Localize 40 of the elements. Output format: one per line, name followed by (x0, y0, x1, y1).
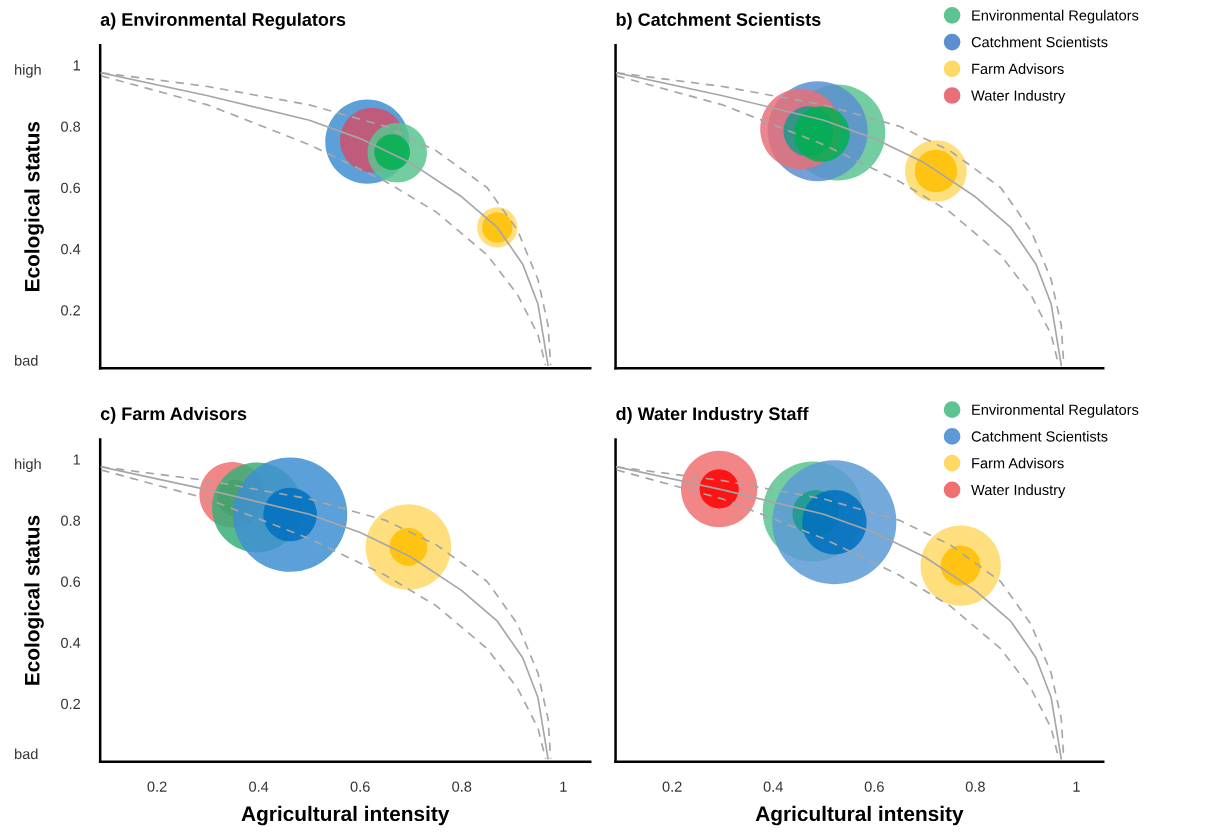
x-tick-label: 0.6 (864, 781, 884, 792)
x-tick-label: 1 (560, 781, 567, 792)
x-tick-label: 0.8 (965, 781, 985, 792)
y-tick-label: 0.4 (61, 243, 81, 255)
y-axis-title: Ecological status (24, 515, 44, 685)
x-tick-label: 0.2 (662, 781, 682, 792)
y-tick-label: 0.6 (61, 576, 81, 587)
legend-label: Farm Advisors (972, 457, 1064, 469)
x-tick-label: 0.6 (350, 781, 370, 792)
x-axis-title: Agricultural intensity (755, 805, 964, 826)
y-tick-label: 0.8 (61, 121, 81, 132)
y-tick-label: 1 (73, 454, 81, 465)
y-tick-label: 0.4 (61, 637, 81, 648)
x-tick-label: 0.2 (147, 781, 167, 792)
legend-label: Catchment Scientists (971, 430, 1108, 442)
text: high (15, 64, 41, 78)
text: bad (15, 355, 38, 366)
legend-label: Water Industry (971, 90, 1066, 104)
x-axis-title: Agricultural intensity (241, 805, 450, 826)
legend-label: Catchment Scientists (971, 36, 1108, 48)
x-tick-label: 0.8 (452, 781, 472, 792)
x-tick-label: 0.4 (249, 781, 269, 792)
y-tick-label: 0.2 (61, 305, 81, 316)
chart-title: d) Water Industry Staff (616, 406, 809, 424)
x-tick-label: 1 (1073, 781, 1080, 792)
legend-label: Environmental Regulators (972, 9, 1139, 24)
text: high (15, 458, 41, 472)
legend-label: Water Industry (971, 484, 1066, 498)
legend-label: Environmental Regulators (972, 404, 1139, 418)
y-tick-label: 0.8 (61, 515, 81, 526)
chart-title: a) Environmental Regulators (100, 12, 346, 30)
y-tick-label: 0.2 (61, 698, 81, 710)
text: bad (15, 748, 38, 760)
legend-label: Farm Advisors (972, 63, 1064, 75)
chart-title: b) Catchment Scientists (616, 12, 821, 30)
y-tick-label: 0.6 (61, 182, 81, 194)
x-tick-label: 0.4 (763, 781, 783, 792)
y-tick-label: 1 (73, 60, 81, 71)
y-axis-title: Ecological status (24, 121, 44, 292)
chart-title: c) Farm Advisors (100, 406, 247, 424)
